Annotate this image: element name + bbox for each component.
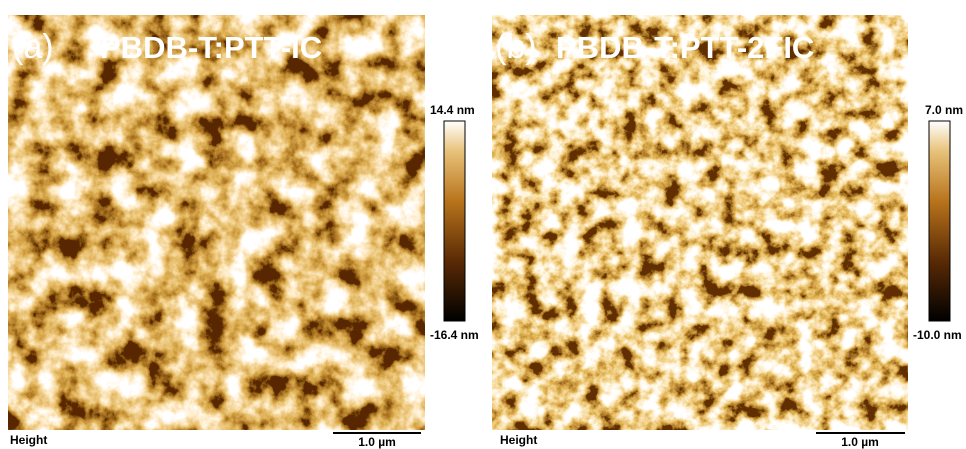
footer-label: Height bbox=[10, 433, 47, 447]
figure: (a) PBDB-T:PTT-IC 14.4 nm -16.4 nm Heigh… bbox=[0, 0, 966, 449]
colorbar-min: -10.0 nm bbox=[913, 328, 962, 342]
footer-label: Height bbox=[500, 433, 537, 447]
colorbar-max: 7.0 nm bbox=[925, 103, 963, 117]
colorbar bbox=[929, 121, 950, 321]
scale-bar-label: 1.0 µm bbox=[841, 435, 879, 449]
colorbar-max: 14.4 nm bbox=[430, 103, 475, 117]
panel-title: PBDB-T:PTT-2FIC bbox=[556, 30, 814, 65]
colorbar bbox=[444, 121, 465, 321]
panel-title: PBDB-T:PTT-IC bbox=[100, 30, 322, 65]
colorbar-min: -16.4 nm bbox=[430, 328, 479, 342]
panel-label: (b) bbox=[495, 28, 537, 66]
panel-label: (a) bbox=[12, 28, 54, 66]
afm-image bbox=[492, 15, 908, 430]
scale-bar-label: 1.0 µm bbox=[358, 435, 396, 449]
afm-image bbox=[8, 15, 425, 430]
